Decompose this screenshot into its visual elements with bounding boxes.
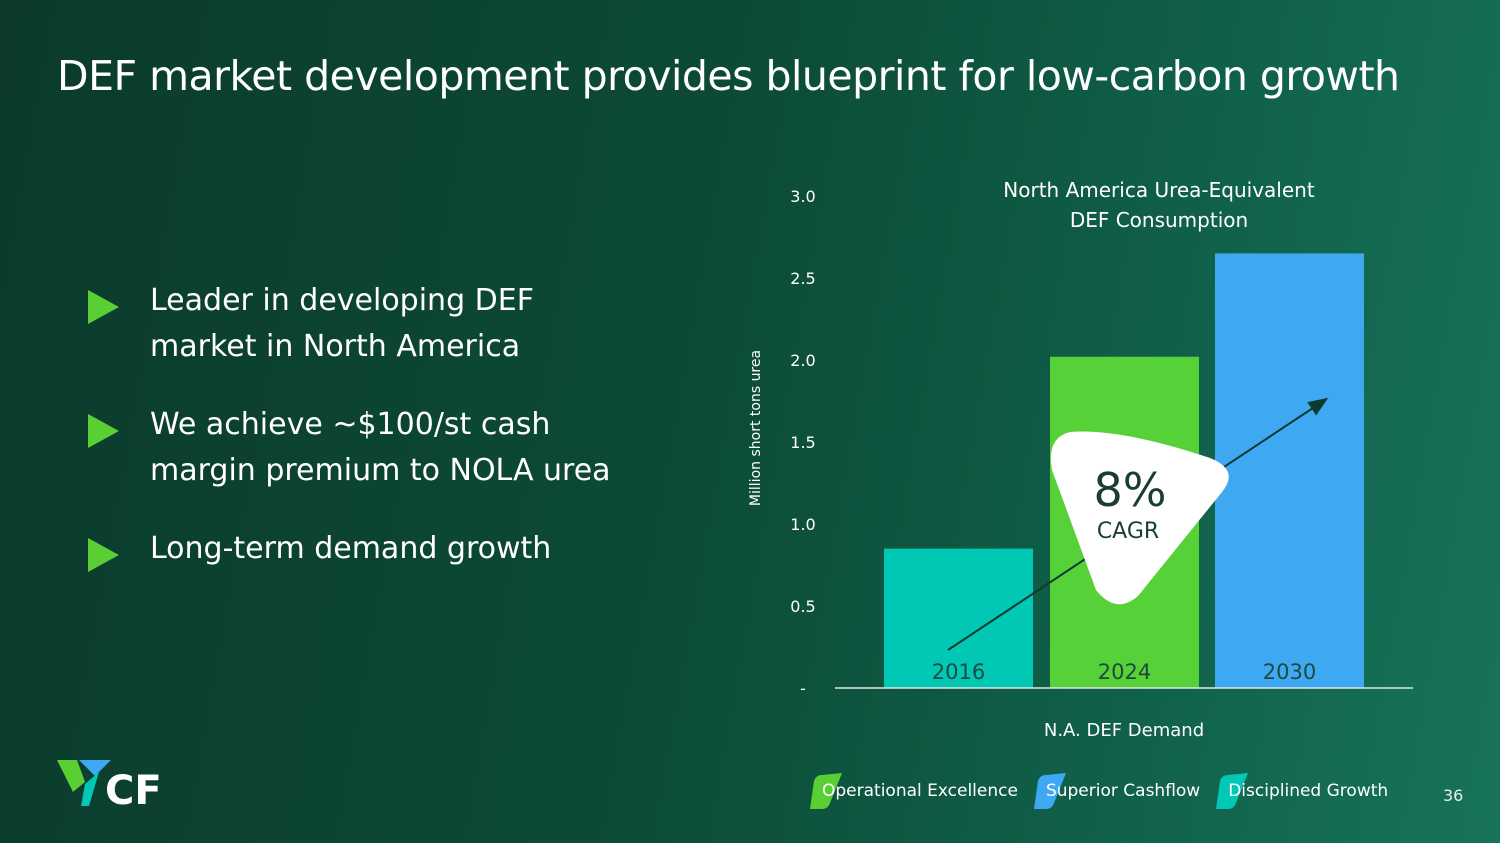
- logo-mark-blue: [79, 760, 111, 776]
- logo-wordmark: CF: [105, 768, 162, 812]
- y-tick-label: 3.0: [790, 187, 815, 206]
- footer-pillars: Operational Excellence Superior Cashflow…: [808, 772, 1402, 810]
- x-axis-label: N.A. DEF Demand: [1044, 720, 1204, 741]
- page-number: 36: [1443, 786, 1464, 805]
- bullet-line: Long-term demand growth: [150, 531, 552, 566]
- play-triangle-icon: [88, 290, 119, 324]
- bar-category-label: 2030: [1263, 660, 1316, 684]
- y-axis-label: Million short tons urea: [748, 350, 764, 506]
- cagr-value: 8%: [1094, 463, 1167, 517]
- cagr-label: CAGR: [1097, 519, 1159, 544]
- bullet-line: market in North America: [150, 329, 521, 364]
- bullet-line: We achieve ~$100/st cash: [150, 407, 551, 442]
- y-tick-label: 2.0: [790, 351, 815, 370]
- logo-mark-teal: [81, 772, 99, 806]
- chart-title-line-1: North America Urea-Equivalent: [1003, 178, 1315, 202]
- bullet-line: Leader in developing DEF: [150, 283, 534, 318]
- bullet-item: We achieve ~$100/st cash margin premium …: [88, 402, 728, 494]
- slide-title: DEF market development provides blueprin…: [57, 52, 1400, 100]
- pillar-operational-excellence: Operational Excellence: [808, 773, 1018, 809]
- pillar-swoosh-icon: [1033, 773, 1066, 809]
- chart-title-line-2: DEF Consumption: [1070, 208, 1248, 232]
- cagr-badge-shape: [1050, 431, 1229, 605]
- bullet-line: margin premium to NOLA urea: [150, 453, 611, 488]
- pillar-label: Disciplined Growth: [1228, 781, 1389, 801]
- y-axis-ticks: - 0.5 1.0 1.5 2.0 2.5 3.0: [790, 187, 815, 698]
- bullet-item: Long-term demand growth: [88, 526, 728, 572]
- y-tick-label: 0.5: [790, 597, 815, 616]
- cf-logo: CF: [57, 760, 162, 812]
- y-tick-label: 1.0: [790, 515, 815, 534]
- pillar-swoosh-icon: [1216, 773, 1249, 809]
- y-tick-label: 1.5: [790, 433, 815, 452]
- bar-2030: [1215, 253, 1364, 688]
- pillar-superior-cashflow: Superior Cashflow: [1032, 773, 1200, 809]
- play-triangle-icon: [88, 414, 119, 448]
- pillar-label: Operational Excellence: [822, 781, 1018, 801]
- bar-category-label: 2024: [1098, 660, 1151, 684]
- bar-2016: [884, 548, 1033, 688]
- pillar-label: Superior Cashflow: [1045, 781, 1201, 801]
- y-tick-label: 2.5: [790, 269, 815, 288]
- y-tick-label: -: [800, 679, 806, 698]
- play-triangle-icon: [88, 538, 119, 572]
- bar-category-label: 2016: [932, 660, 985, 684]
- pillar-swoosh-icon: [810, 773, 842, 809]
- logo-mark-green: [57, 760, 85, 792]
- bullet-item: Leader in developing DEF market in North…: [88, 278, 728, 370]
- bullet-list: Leader in developing DEF market in North…: [88, 278, 728, 604]
- pillar-disciplined-growth: Disciplined Growth: [1214, 773, 1388, 809]
